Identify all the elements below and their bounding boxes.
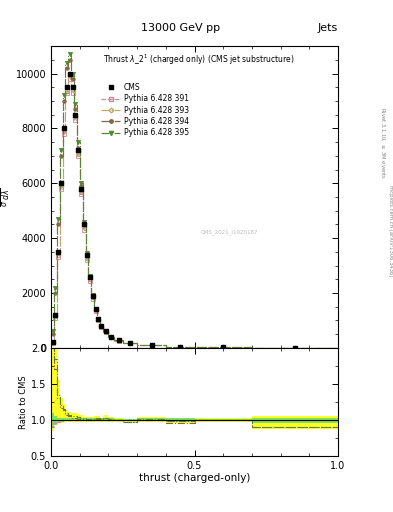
Y-axis label: Ratio to CMS: Ratio to CMS <box>19 375 28 429</box>
Text: 13000 GeV pp: 13000 GeV pp <box>141 23 220 33</box>
Y-axis label: $\frac{1}{\sigma}\frac{dN}{d\lambda}$: $\frac{1}{\sigma}\frac{dN}{d\lambda}$ <box>0 187 13 206</box>
Text: Thrust $\lambda$_2$^1$ (charged only) (CMS jet substructure): Thrust $\lambda$_2$^1$ (charged only) (C… <box>103 52 294 67</box>
X-axis label: thrust (charged-only): thrust (charged-only) <box>139 473 250 483</box>
Text: CMS_2021_I1920187: CMS_2021_I1920187 <box>200 229 258 235</box>
Text: Jets: Jets <box>318 23 338 33</box>
Text: Rivet 3.1.10, $\geq$ 3M events: Rivet 3.1.10, $\geq$ 3M events <box>379 107 387 180</box>
Text: mcplots.cern.ch [arXiv:1306.3436]: mcplots.cern.ch [arXiv:1306.3436] <box>388 185 393 276</box>
Legend: CMS, Pythia 6.428 391, Pythia 6.428 393, Pythia 6.428 394, Pythia 6.428 395: CMS, Pythia 6.428 391, Pythia 6.428 393,… <box>98 80 192 140</box>
